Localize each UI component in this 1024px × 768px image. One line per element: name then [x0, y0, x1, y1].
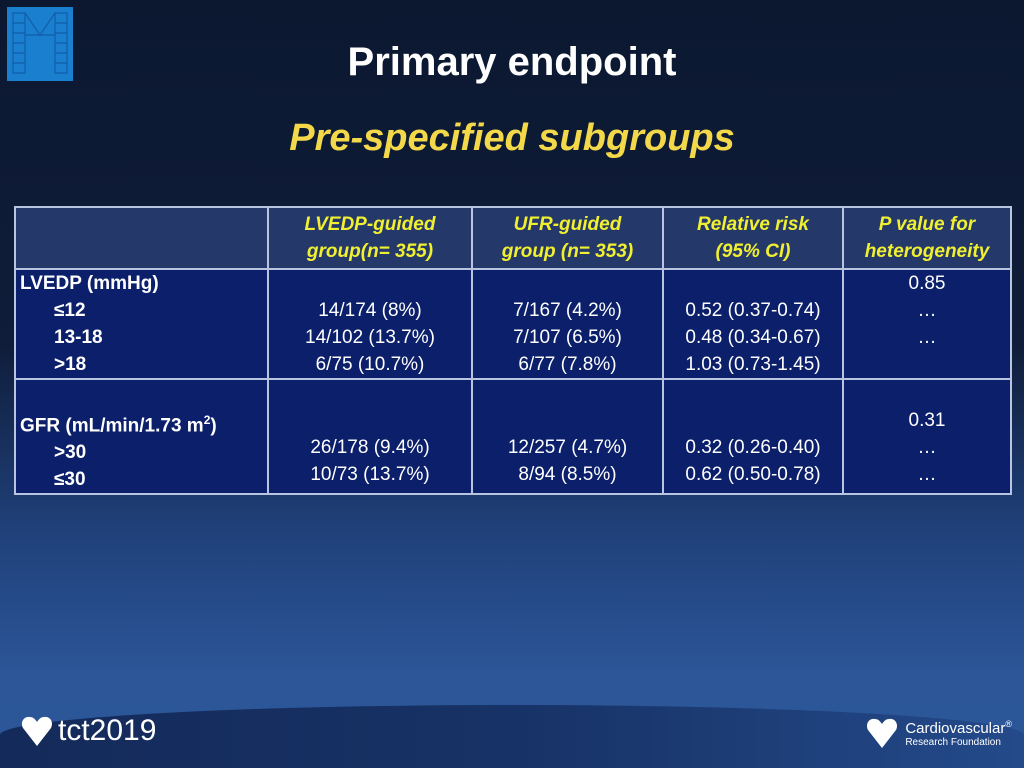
rr-cell: 0.52 (0.37-0.74) 0.48 (0.34-0.67) 1.03 (0.… — [662, 269, 844, 380]
header-rr: Relative risk (95% CI) — [662, 207, 844, 270]
header-row: LVEDP-guided group(n= 355) UFR-guided grou… — [14, 207, 1012, 270]
ufr-cell: 7/167 (4.2%) 7/107 (6.5%) 6/77 (7.8%) — [471, 269, 664, 380]
table-row-gfr-group: GFR (mL/min/1.73 m2) >30 ≤30 26/178 (9.4… — [14, 379, 1012, 495]
p-cell: 0.85…… — [842, 269, 1012, 380]
group-label-cell: GFR (mL/min/1.73 m2) >30 ≤30 — [14, 379, 269, 495]
subgroup-table: LVEDP-guided group(n= 355) UFR-guided grou… — [14, 206, 1012, 496]
group-label-cell: LVEDP (mmHg) ≤12 13-18 >18 — [14, 269, 269, 380]
crf-logo: Cardiovascular® Research Foundation — [865, 716, 1012, 750]
header-ufr: UFR-guided group (n= 353) — [471, 207, 664, 270]
heart-icon — [21, 716, 53, 746]
lvedp-cell: 26/178 (9.4%) 10/73 (13.7%) — [267, 379, 473, 495]
header-p: P value for heterogeneity — [842, 207, 1012, 270]
institution-logo — [7, 7, 73, 81]
header-blank — [14, 207, 269, 270]
page-subtitle: Pre-specified subgroups — [289, 117, 735, 159]
lvedp-cell: 14/174 (8%) 14/102 (13.7%) 6/75 (10.7%) — [267, 269, 473, 380]
footer-band — [0, 705, 1024, 768]
tct-logo: tct2019 — [20, 714, 156, 748]
heart-icon — [867, 718, 898, 748]
header-lvedp: LVEDP-guided group(n= 355) — [267, 207, 473, 270]
page-title: Primary endpoint — [347, 40, 677, 84]
ufr-cell: 12/257 (4.7%) 8/94 (8.5%) — [471, 379, 664, 495]
table-row-lvedp-group: LVEDP (mmHg) ≤12 13-18 >18 14/174 (8%) 14… — [14, 269, 1012, 380]
rr-cell: 0.32 (0.26-0.40) 0.62 (0.50-0.78) — [662, 379, 844, 495]
p-cell: 0.31…… — [842, 379, 1012, 495]
